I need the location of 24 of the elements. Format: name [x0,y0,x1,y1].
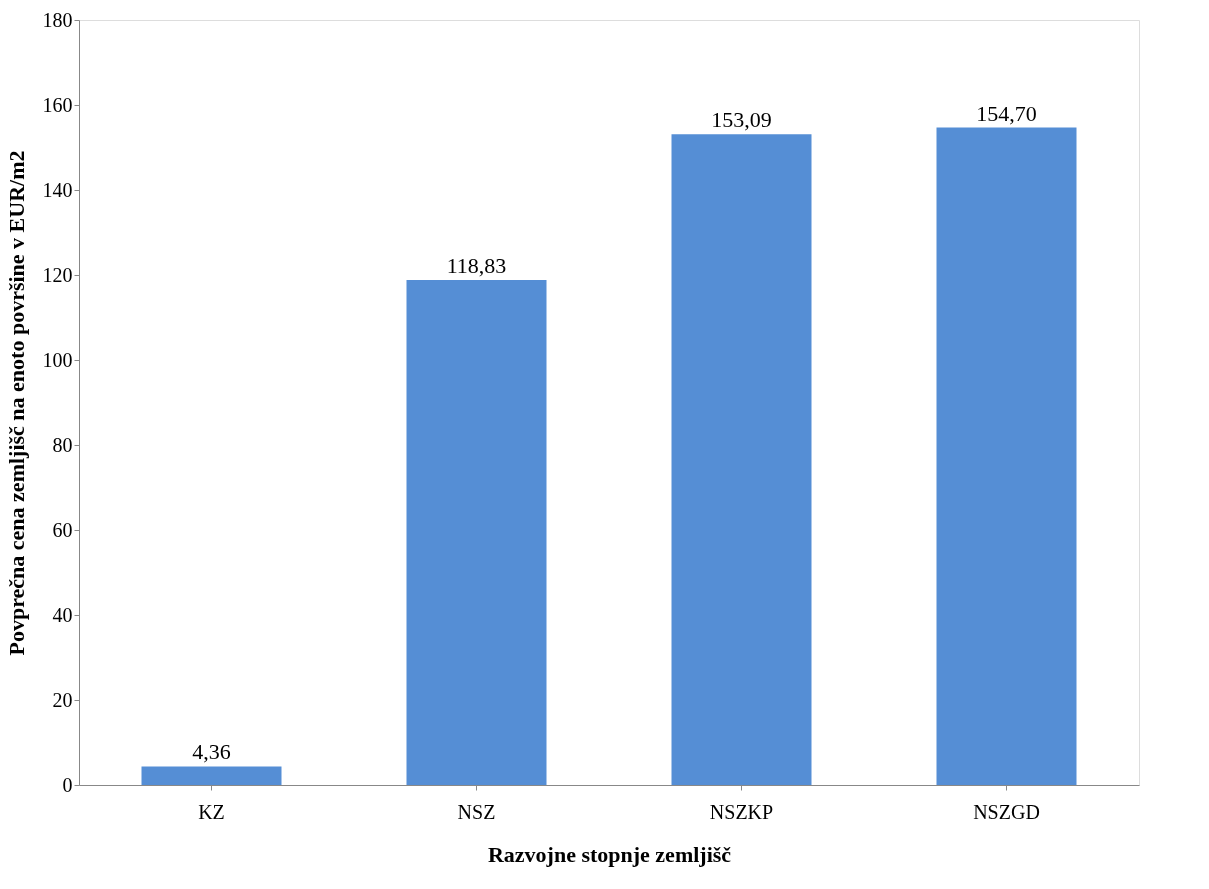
y-tick-label: 40 [52,603,73,626]
y-tick-label: 0 [62,773,73,796]
y-tick-label: 160 [42,93,73,116]
x-axis-title: Razvojne stopnje zemljišč [487,841,732,867]
bar [936,127,1077,785]
data-label: 4,36 [192,739,231,765]
y-tick-label: 80 [52,433,73,456]
y-tick-label: 180 [42,8,73,31]
y-axis-title: Povprečna cena zemljišč na enoto površine v EUR/m2 [3,150,29,656]
data-label: 118,83 [446,252,507,278]
data-label: 153,09 [711,107,772,133]
x-tick-label: NSZKP [709,800,774,823]
y-tick-label: 100 [42,348,73,371]
y-tick-label: 20 [52,688,73,711]
bar [141,766,282,785]
bar [406,279,547,785]
bar [671,134,812,785]
y-tick-label: 140 [42,178,73,201]
y-tick-label: 120 [42,263,73,286]
x-tick-label: KZ [198,800,225,823]
data-label: 154,70 [976,100,1037,126]
x-tick-label: NSZ [457,800,496,823]
y-tick-label: 60 [52,518,73,541]
x-tick-label: NSZGD [973,800,1040,823]
